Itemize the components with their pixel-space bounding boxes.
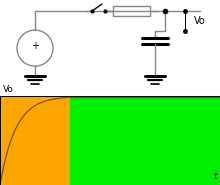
Text: Vo: Vo <box>194 16 206 26</box>
Text: Vo: Vo <box>3 85 14 94</box>
Bar <box>70 96 220 185</box>
Bar <box>113 6 150 16</box>
Text: +: + <box>31 41 39 51</box>
Text: t: t <box>213 172 217 181</box>
Bar <box>0 96 70 185</box>
